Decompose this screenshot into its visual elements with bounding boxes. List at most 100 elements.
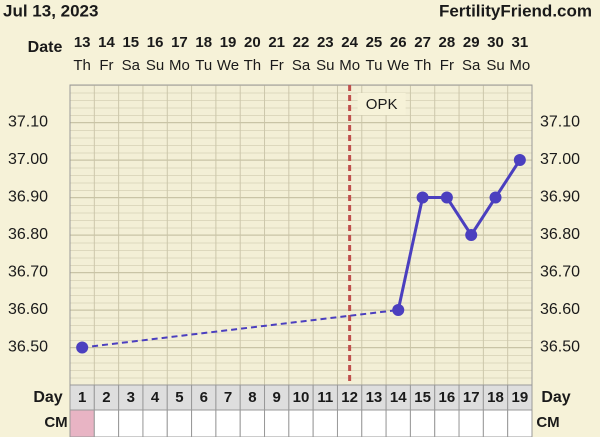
cm-cell <box>118 409 144 437</box>
day-number: 10 <box>293 389 310 406</box>
weekday-label: Th <box>244 57 262 74</box>
cm-cell <box>142 409 168 437</box>
date-label: 30 <box>487 34 504 51</box>
temp-point <box>416 191 429 204</box>
day-number: 2 <box>102 389 110 406</box>
day-number: 12 <box>341 389 358 406</box>
y-tick-label: 36.50 <box>540 339 580 356</box>
cm-cell <box>482 409 509 437</box>
day-cell <box>409 384 436 411</box>
day-number: 6 <box>200 389 208 406</box>
cm-cell <box>264 409 290 437</box>
y-tick-label: 37.10 <box>8 114 48 131</box>
weekday-label: Sa <box>292 57 311 74</box>
cm-cell <box>312 409 338 437</box>
date-label: 18 <box>195 34 212 51</box>
cm-label: CM <box>44 414 67 431</box>
weekday-label: Tu <box>195 57 212 74</box>
date-label: 16 <box>147 34 164 51</box>
cm-cell <box>336 409 363 437</box>
weekday-label: Mo <box>339 57 360 74</box>
weekday-label: Tu <box>365 57 382 74</box>
date-label: 27 <box>414 34 431 51</box>
cm-cell <box>191 409 217 437</box>
temp-point <box>513 154 526 166</box>
day-number: 5 <box>175 389 183 406</box>
y-tick-label: 36.90 <box>540 189 580 206</box>
chart-date: Jul 13, 2023 <box>3 1 98 20</box>
date-label: 31 <box>511 34 528 51</box>
y-tick-label: 36.60 <box>8 301 48 318</box>
date-label: 17 <box>171 34 188 51</box>
weekday-label: Th <box>414 57 432 74</box>
weekday-label: Th <box>73 57 91 74</box>
temp-point <box>465 229 478 241</box>
day-cell <box>507 384 533 411</box>
day-label: Day <box>33 389 62 406</box>
weekday-label: Sa <box>122 57 141 74</box>
cm-cell <box>409 409 436 437</box>
y-tick-label: 36.80 <box>540 226 580 243</box>
day-number: 19 <box>511 389 528 406</box>
weekday-label: Su <box>486 57 504 74</box>
weekday-label: Mo <box>509 57 530 74</box>
day-number: 8 <box>248 389 256 406</box>
x-axis-label: Date <box>28 39 63 56</box>
temp-line <box>396 159 522 311</box>
cm-cell <box>288 409 314 437</box>
day-number: 7 <box>224 389 232 406</box>
y-tick-label: 36.70 <box>8 264 48 281</box>
date-label: 29 <box>463 34 480 51</box>
cm-label: CM <box>536 414 559 431</box>
y-tick-label: 36.60 <box>540 301 580 318</box>
opk-bg <box>357 93 406 115</box>
weekday-label: We <box>217 57 239 74</box>
day-number: 4 <box>151 389 160 406</box>
cm-cell <box>215 409 241 437</box>
cm-cell <box>458 409 484 437</box>
weekday-label: Fr <box>270 57 284 74</box>
date-label: 13 <box>74 34 91 51</box>
y-tick-label: 36.90 <box>8 189 48 206</box>
cm-cell <box>93 409 120 437</box>
day-number: 15 <box>414 389 431 406</box>
date-label: 24 <box>341 34 358 51</box>
gap-connector <box>82 309 399 349</box>
temp-point <box>392 304 405 316</box>
temp-point <box>440 191 453 204</box>
cm-cell <box>434 409 460 437</box>
day-number: 1 <box>78 389 86 406</box>
day-number: 3 <box>127 389 135 406</box>
weekday-label: Su <box>316 57 334 74</box>
date-label: 15 <box>122 34 139 51</box>
day-number: 17 <box>463 389 480 406</box>
day-number: 9 <box>273 389 281 406</box>
cm-cell <box>385 409 411 437</box>
date-label: 19 <box>220 34 237 51</box>
date-label: 26 <box>390 34 407 51</box>
cm-cell <box>507 409 533 437</box>
cm-cell <box>361 409 387 437</box>
date-label: 22 <box>293 34 310 51</box>
temp-point <box>489 191 502 204</box>
date-label: 14 <box>98 34 115 51</box>
date-label: 25 <box>366 34 383 51</box>
day-label: Day <box>541 389 570 406</box>
day-cell <box>312 384 338 411</box>
weekday-label: Mo <box>169 57 190 74</box>
weekday-label: Sa <box>462 57 481 74</box>
y-tick-label: 36.70 <box>540 264 580 281</box>
weekday-label: We <box>387 57 409 74</box>
y-tick-label: 37.00 <box>8 151 48 168</box>
day-cell <box>166 384 193 411</box>
day-cell <box>142 384 168 411</box>
y-tick-label: 37.00 <box>540 151 580 168</box>
cm-cell <box>239 409 266 437</box>
weekday-label: Fr <box>440 57 454 74</box>
day-number: 18 <box>487 389 504 406</box>
weekday-label: Fr <box>99 57 113 74</box>
day-cell <box>458 384 484 411</box>
day-cell <box>336 384 363 411</box>
cm-cell <box>69 409 95 437</box>
